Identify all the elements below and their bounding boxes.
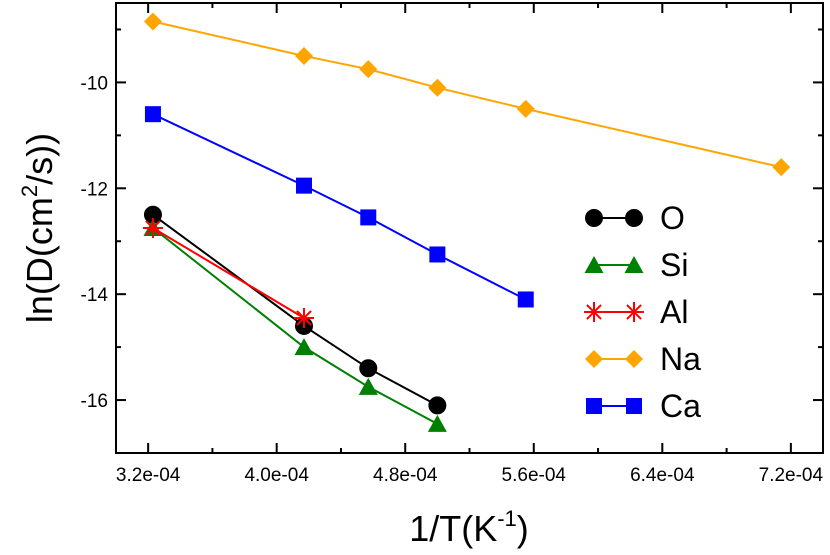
x-tick-label: 6.4e-04: [630, 465, 695, 486]
y-axis-title-tail: /s)): [19, 133, 60, 185]
axis-ticks: 3.2e-04 4.0e-04 4.8e-04 5.6e-04 6.4e-04 7.2e-…: [81, 3, 824, 486]
legend-item-ca: Ca: [586, 388, 701, 424]
y-tick-label: -14: [81, 285, 109, 306]
y-axis-title-base: ln(D(cm: [19, 197, 60, 323]
o-point-2: [359, 359, 378, 378]
series-o: [143, 205, 447, 415]
legend-marker-left: [584, 302, 604, 322]
y-axis-title: ln(D(cm2/s)): [17, 133, 60, 323]
y-tick-label: -12: [81, 179, 108, 200]
al-line: [152, 227, 305, 319]
x-tick-label: 3.2e-04: [116, 465, 181, 486]
series-layer: [142, 12, 791, 432]
si-point-2: [358, 377, 378, 395]
x-axis-title-tail: ): [517, 508, 529, 549]
na-point-5: [772, 158, 791, 177]
na-point-3: [428, 78, 447, 97]
legend-label: Ca: [660, 388, 701, 424]
o-line: [152, 213, 438, 407]
y-tick-label: -16: [81, 391, 108, 412]
ca-point-3: [429, 246, 446, 263]
na-point-2: [359, 60, 378, 79]
legend-label: Al: [660, 294, 688, 330]
na-line: [152, 20, 782, 169]
al-point-1: [293, 308, 314, 328]
legend-item-na: Na: [585, 341, 701, 377]
x-axis-title-sup: -1: [497, 506, 517, 531]
legend: O Si Al Na Ca: [584, 200, 701, 424]
legend-label: Si: [660, 247, 688, 283]
na-point-1: [294, 46, 313, 65]
legend-item-si: Si: [584, 247, 688, 283]
x-tick-label: 7.2e-04: [759, 465, 824, 486]
plot-frame: [115, 2, 824, 454]
ca-point-1: [295, 177, 312, 194]
ca-point-2: [360, 209, 377, 226]
series-ca: [144, 106, 534, 308]
al-point-0: [142, 218, 163, 238]
legend-marker-left: [585, 209, 603, 227]
series-al: [142, 218, 314, 328]
legend-marker-right: [624, 302, 644, 322]
x-axis-title: 1/T(K-1): [409, 506, 529, 549]
ca-point-4: [517, 291, 534, 308]
na-point-4: [516, 99, 535, 118]
series-na: [143, 12, 791, 177]
o-point-3: [428, 396, 447, 415]
legend-marker-right: [624, 256, 644, 273]
si-point-3: [427, 414, 447, 432]
legend-marker-right: [625, 350, 643, 368]
x-tick-label: 4.8e-04: [373, 465, 438, 486]
legend-item-al: Al: [584, 294, 688, 330]
x-axis-title-base: 1/T(K: [409, 508, 497, 549]
y-tick-label: -10: [81, 73, 108, 94]
x-tick-label: 4.0e-04: [244, 465, 309, 486]
y-axis-title-sup: 2: [17, 185, 42, 197]
legend-marker-right: [626, 398, 642, 414]
legend-item-o: O: [585, 200, 685, 236]
si-point-1: [294, 338, 314, 356]
legend-marker-right: [625, 209, 643, 227]
legend-label: Na: [660, 341, 701, 377]
x-tick-label: 5.6e-04: [502, 465, 567, 486]
legend-marker-left: [586, 398, 602, 414]
si-line: [152, 227, 438, 425]
legend-marker-left: [585, 350, 603, 368]
ca-point-0: [144, 106, 161, 123]
legend-label: O: [660, 200, 685, 236]
legend-marker-left: [584, 256, 604, 273]
na-point-0: [143, 12, 162, 31]
